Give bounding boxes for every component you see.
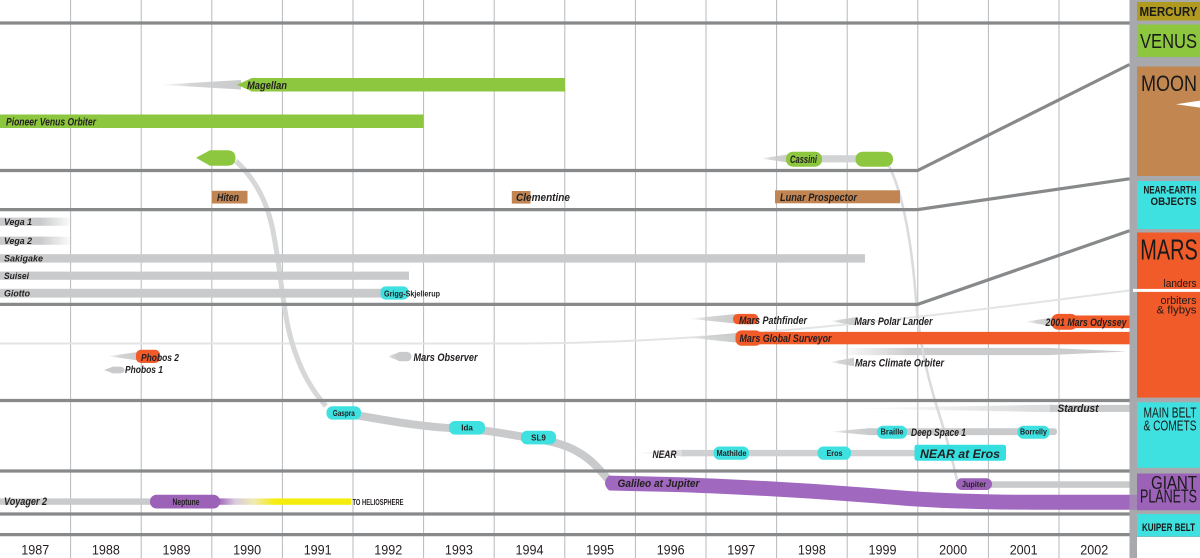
svg-text:1997: 1997: [727, 543, 755, 558]
svg-text:Clementine: Clementine: [516, 192, 570, 204]
svg-text:orbiters: orbiters: [1161, 295, 1197, 307]
svg-text:PLANETS: PLANETS: [1140, 485, 1197, 506]
svg-text:2001: 2001: [1010, 543, 1038, 558]
svg-text:Mars Climate Orbiter: Mars Climate Orbiter: [855, 358, 945, 370]
svg-text:1998: 1998: [798, 543, 826, 558]
svg-text:Giotto: Giotto: [4, 289, 30, 300]
svg-text:1989: 1989: [163, 543, 191, 558]
svg-text:Cassini: Cassini: [790, 154, 818, 166]
svg-text:MERCURY: MERCURY: [1140, 4, 1198, 19]
svg-text:1994: 1994: [516, 543, 544, 558]
svg-text:Neptune: Neptune: [173, 497, 200, 508]
svg-text:1987: 1987: [21, 543, 49, 558]
svg-text:& flybys: & flybys: [1157, 305, 1197, 317]
svg-text:Magellan: Magellan: [247, 80, 287, 92]
svg-text:Phobos 2: Phobos 2: [141, 353, 179, 364]
svg-text:2001 Mars Odyssey: 2001 Mars Odyssey: [1045, 317, 1128, 329]
svg-text:Vega 1: Vega 1: [4, 217, 32, 228]
svg-text:Braille: Braille: [881, 428, 905, 437]
svg-text:Eros: Eros: [827, 449, 843, 458]
svg-text:Mars Global Surveyor: Mars Global Surveyor: [740, 333, 833, 345]
svg-text:Mars Observer: Mars Observer: [414, 352, 479, 364]
svg-text:Deep Space 1: Deep Space 1: [911, 427, 966, 439]
svg-text:MOON: MOON: [1141, 71, 1197, 96]
svg-text:NEAR at Eros: NEAR at Eros: [920, 447, 1000, 461]
svg-text:Pioneer Venus Orbiter: Pioneer Venus Orbiter: [6, 116, 97, 128]
svg-text:Phobos 1: Phobos 1: [125, 365, 163, 376]
svg-text:Suisei: Suisei: [4, 271, 29, 282]
svg-text:2002: 2002: [1080, 543, 1108, 558]
svg-text:KUIPER BELT: KUIPER BELT: [1142, 522, 1195, 534]
svg-text:OBJECTS: OBJECTS: [1151, 196, 1197, 208]
svg-text:2000: 2000: [939, 543, 967, 558]
svg-text:TO HELIOSPHERE: TO HELIOSPHERE: [353, 498, 404, 507]
svg-text:Grigg-Skjellerup: Grigg-Skjellerup: [384, 289, 440, 298]
svg-text:NEAR: NEAR: [653, 449, 677, 461]
svg-text:Mathilde: Mathilde: [717, 449, 748, 458]
svg-text:Stardust: Stardust: [1058, 403, 1099, 415]
svg-text:1996: 1996: [657, 543, 685, 558]
svg-text:1990: 1990: [233, 543, 261, 558]
svg-text:Voyager 2: Voyager 2: [4, 496, 47, 508]
svg-text:Mars Pathfinder: Mars Pathfinder: [739, 315, 808, 327]
svg-text:Lunar Prospector: Lunar Prospector: [780, 192, 858, 204]
svg-text:landers: landers: [1164, 278, 1197, 290]
svg-text:VENUS: VENUS: [1140, 31, 1197, 53]
svg-text:1999: 1999: [869, 543, 897, 558]
svg-text:Mars Polar Lander: Mars Polar Lander: [855, 316, 934, 328]
svg-text:Ida: Ida: [461, 424, 473, 433]
svg-text:MAIN BELT: MAIN BELT: [1144, 406, 1197, 422]
svg-text:Vega 2: Vega 2: [4, 236, 33, 247]
svg-text:1991: 1991: [304, 543, 332, 558]
svg-text:Gaspra: Gaspra: [333, 409, 355, 418]
svg-text:& COMETS: & COMETS: [1144, 419, 1197, 435]
svg-text:MARS: MARS: [1140, 235, 1198, 267]
svg-text:1992: 1992: [374, 543, 402, 558]
svg-text:Sakigake: Sakigake: [4, 254, 44, 265]
svg-text:GIANT: GIANT: [1151, 472, 1197, 493]
svg-text:Galileo at Jupiter: Galileo at Jupiter: [618, 478, 701, 490]
svg-text:1988: 1988: [92, 543, 120, 558]
svg-text:SL9: SL9: [531, 434, 546, 443]
svg-text:1993: 1993: [445, 543, 473, 558]
svg-text:NEAR-EARTH: NEAR-EARTH: [1144, 184, 1197, 196]
svg-text:1995: 1995: [586, 543, 614, 558]
svg-text:Jupiter: Jupiter: [962, 480, 986, 489]
svg-text:Hiten: Hiten: [217, 192, 239, 204]
svg-text:Borrelly: Borrelly: [1020, 428, 1047, 437]
